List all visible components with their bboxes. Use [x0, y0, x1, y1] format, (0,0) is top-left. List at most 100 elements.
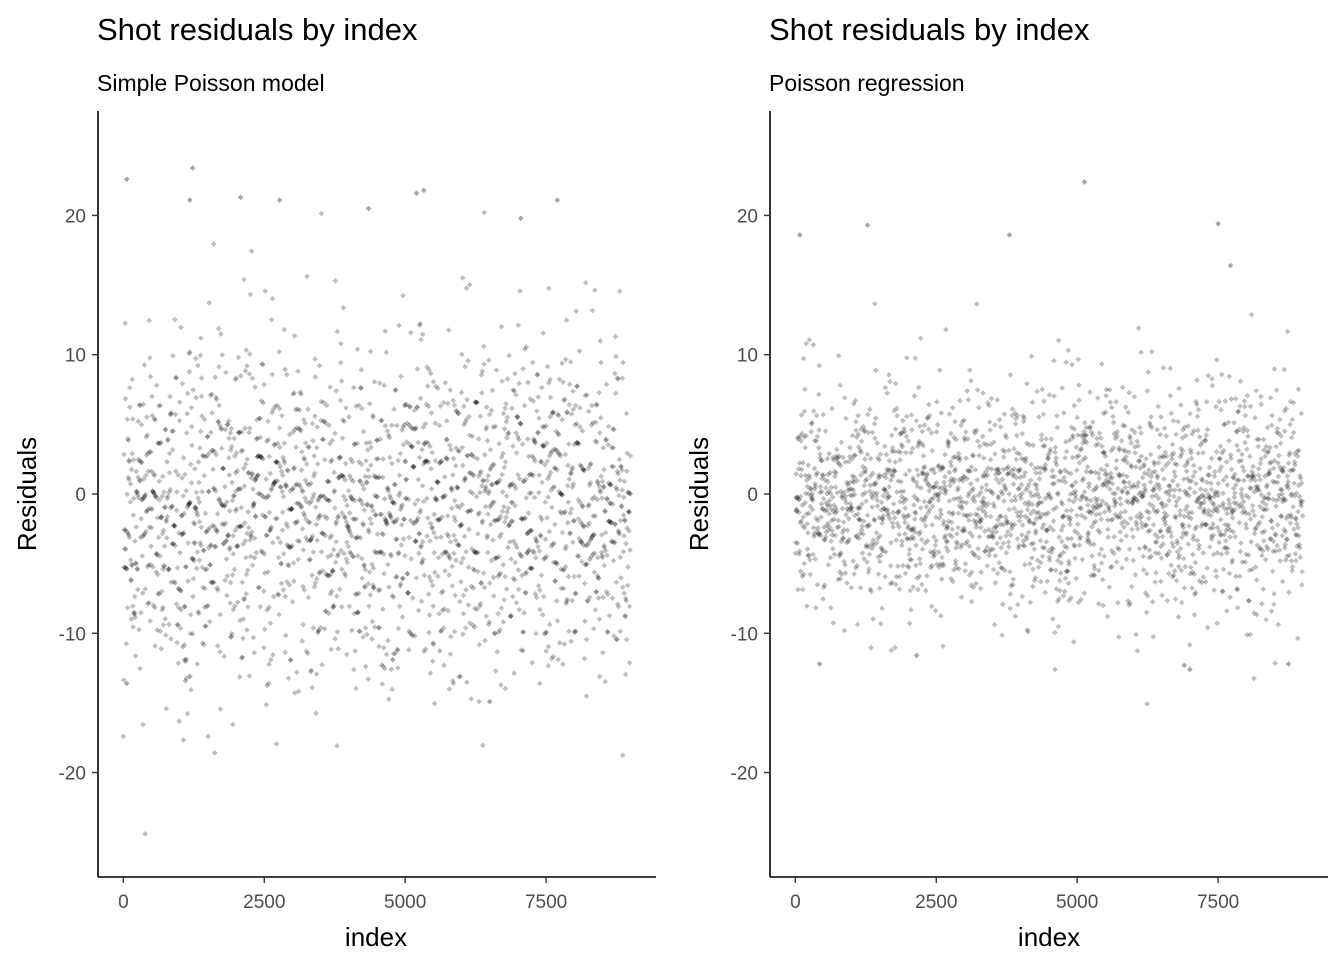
data-point [432, 496, 439, 502]
data-point [132, 560, 139, 566]
data-point [453, 557, 459, 564]
data-point [1189, 551, 1196, 558]
data-point [227, 430, 234, 436]
data-point [123, 565, 129, 572]
data-point [589, 533, 596, 539]
data-point [593, 589, 600, 595]
data-point [796, 551, 802, 557]
data-point [1157, 431, 1164, 438]
data-point [460, 555, 466, 562]
data-point [583, 392, 590, 398]
data-point [512, 541, 519, 548]
data-point [366, 529, 372, 535]
data-point [505, 523, 512, 529]
data-point [324, 478, 331, 485]
data-point [400, 575, 406, 582]
data-point [281, 459, 288, 466]
data-point [1164, 597, 1171, 604]
data-point [872, 415, 879, 422]
data-point [1148, 413, 1154, 420]
data-point [162, 504, 168, 510]
data-point [395, 665, 401, 671]
data-point [434, 479, 441, 485]
data-point [999, 601, 1006, 608]
data-point [255, 490, 262, 497]
data-point [277, 483, 284, 490]
data-point [480, 477, 487, 483]
data-point [352, 535, 359, 541]
data-point [818, 514, 824, 520]
data-point [824, 478, 831, 485]
data-point [601, 542, 607, 549]
data-point [341, 418, 347, 425]
data-point [379, 474, 386, 481]
data-point [942, 473, 948, 480]
data-point [585, 503, 592, 509]
data-point [805, 530, 811, 536]
data-point [302, 477, 309, 483]
data-point [1131, 393, 1138, 400]
data-point [426, 574, 433, 580]
data-point [515, 322, 522, 328]
data-point [592, 512, 599, 519]
data-point [584, 522, 591, 529]
data-point [395, 625, 402, 632]
data-point [131, 611, 138, 618]
data-point [570, 406, 577, 413]
data-point [573, 420, 580, 427]
data-point [887, 378, 893, 385]
data-point [544, 440, 550, 446]
data-point [1099, 576, 1106, 583]
data-point [362, 473, 369, 480]
data-point [485, 490, 492, 497]
data-point [992, 579, 999, 586]
data-point [602, 547, 609, 554]
data-point [480, 478, 486, 484]
data-point [501, 426, 508, 432]
data-point [172, 542, 179, 549]
data-point [333, 518, 340, 525]
data-point [1098, 516, 1105, 523]
data-point [1226, 500, 1233, 507]
data-point [616, 492, 622, 499]
data-point [427, 370, 434, 377]
data-point [223, 499, 230, 505]
data-point [173, 374, 179, 381]
data-point [214, 510, 221, 517]
data-point [411, 633, 418, 639]
data-point [596, 673, 603, 680]
data-point [555, 656, 561, 663]
x-tick-label: 2500 [243, 892, 285, 913]
data-point [270, 652, 276, 658]
data-point [569, 464, 576, 471]
data-point [551, 521, 558, 528]
data-point [221, 522, 227, 528]
data-point [527, 396, 534, 402]
data-point [448, 633, 454, 640]
data-point [175, 604, 182, 611]
data-point [159, 606, 165, 613]
data-point [526, 490, 533, 497]
data-point [484, 549, 491, 556]
data-point [256, 415, 263, 422]
data-point [549, 410, 556, 416]
data-point [1223, 608, 1230, 614]
data-point [615, 529, 622, 536]
data-point [612, 390, 619, 397]
data-point [524, 530, 531, 537]
data-point [475, 473, 482, 480]
data-point [227, 579, 234, 586]
data-point [245, 604, 251, 610]
data-point [217, 499, 224, 506]
data-point [192, 504, 199, 511]
data-point [546, 453, 553, 459]
y-axis-label: Residuals [684, 437, 714, 551]
data-point [1171, 568, 1178, 574]
data-point [291, 465, 298, 471]
data-point [922, 522, 929, 529]
data-point [313, 444, 320, 451]
data-point [175, 585, 182, 592]
data-point [1288, 434, 1295, 441]
data-point [968, 598, 975, 605]
data-point [154, 571, 161, 578]
